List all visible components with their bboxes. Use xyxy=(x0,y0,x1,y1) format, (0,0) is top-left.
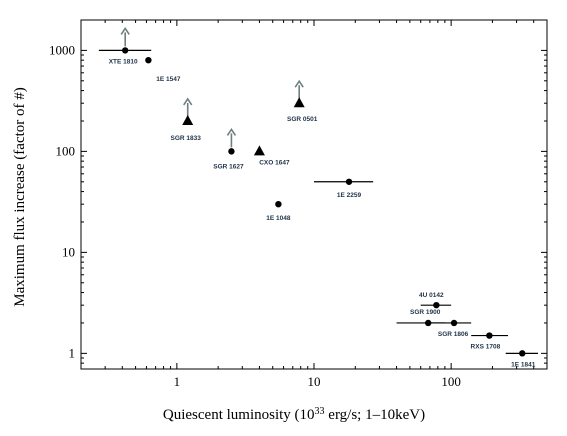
data-point-1e-1547: 1E 1547 xyxy=(145,56,181,83)
data-point-1e-2259: 1E 2259 xyxy=(314,178,374,199)
data-point-xte-1810: XTE 1810 xyxy=(98,26,152,65)
data-point-cxo-1647: CXO 1647 xyxy=(253,145,290,166)
data-point-sgr-1833: SGR 1833 xyxy=(171,97,202,142)
circle-marker xyxy=(433,301,440,309)
data-point-1e-1048: 1E 1048 xyxy=(266,200,291,222)
data-point-sgr-1900: SGR 1900 xyxy=(396,309,445,327)
y-tick-label: 1000 xyxy=(49,42,75,57)
y-tick-label: 10 xyxy=(62,244,75,259)
point-label: 1E 1547 xyxy=(156,76,181,83)
point-label: SGR 0501 xyxy=(287,116,318,123)
arrow-head xyxy=(183,97,193,106)
circle-marker xyxy=(121,47,129,54)
triangle-marker xyxy=(253,145,265,156)
x-tick-label: 10 xyxy=(308,374,321,389)
arrow-head xyxy=(120,26,130,35)
y-axis-ticks: 1 10 100 1000 xyxy=(49,19,547,370)
triangle-marker xyxy=(182,114,194,125)
x-axis-ticks: 1 10 100 xyxy=(80,20,548,389)
data-point-sgr-1806: SGR 1806 xyxy=(429,319,472,338)
point-label: SGR 1806 xyxy=(438,331,469,338)
data-points: XTE 1810 1E 1547 SGR 1833 SGR 1627 CXO 1647 S… xyxy=(98,26,539,368)
data-point-sgr-0501: SGR 0501 xyxy=(287,79,318,123)
point-label: XTE 1810 xyxy=(109,58,138,65)
circle-marker xyxy=(228,148,235,155)
circle-marker xyxy=(450,319,458,327)
x-tick-label: 1 xyxy=(174,374,181,389)
data-point-4u-0142: 4U 0142 xyxy=(419,292,452,309)
plot-frame xyxy=(80,19,548,370)
point-label: SGR 1833 xyxy=(171,135,202,142)
plot-border xyxy=(80,19,548,370)
data-point-1e-1841: 1E 1841 xyxy=(505,350,539,368)
triangle-marker xyxy=(293,97,305,108)
point-label: 1E 2259 xyxy=(337,192,362,199)
arrow-head xyxy=(226,127,237,136)
x-tick-label: 100 xyxy=(441,374,461,389)
point-label: 4U 0142 xyxy=(419,292,444,299)
x-axis-title: Quiescent luminosity (1033 erg/s; 1–10ke… xyxy=(163,406,425,423)
point-label: RXS 1708 xyxy=(471,344,501,351)
point-label: 1E 1841 xyxy=(511,361,536,368)
point-label: 1E 1048 xyxy=(266,215,291,222)
data-point-rxs-1708: RXS 1708 xyxy=(471,332,509,351)
point-label: CXO 1647 xyxy=(259,159,290,166)
circle-marker xyxy=(486,332,493,339)
y-axis-title: Maximum flux increase (factor of #) xyxy=(12,87,28,307)
circle-marker xyxy=(145,56,152,64)
point-label: SGR 1900 xyxy=(410,309,441,316)
point-label: SGR 1627 xyxy=(213,163,244,170)
y-tick-label: 100 xyxy=(56,143,76,158)
circle-marker xyxy=(345,178,353,185)
circle-marker xyxy=(275,200,282,208)
circle-marker xyxy=(519,350,526,357)
y-tick-label: 1 xyxy=(69,345,76,360)
arrow-head xyxy=(294,79,304,88)
circle-marker xyxy=(424,319,432,327)
data-point-sgr-1627: SGR 1627 xyxy=(213,127,244,170)
